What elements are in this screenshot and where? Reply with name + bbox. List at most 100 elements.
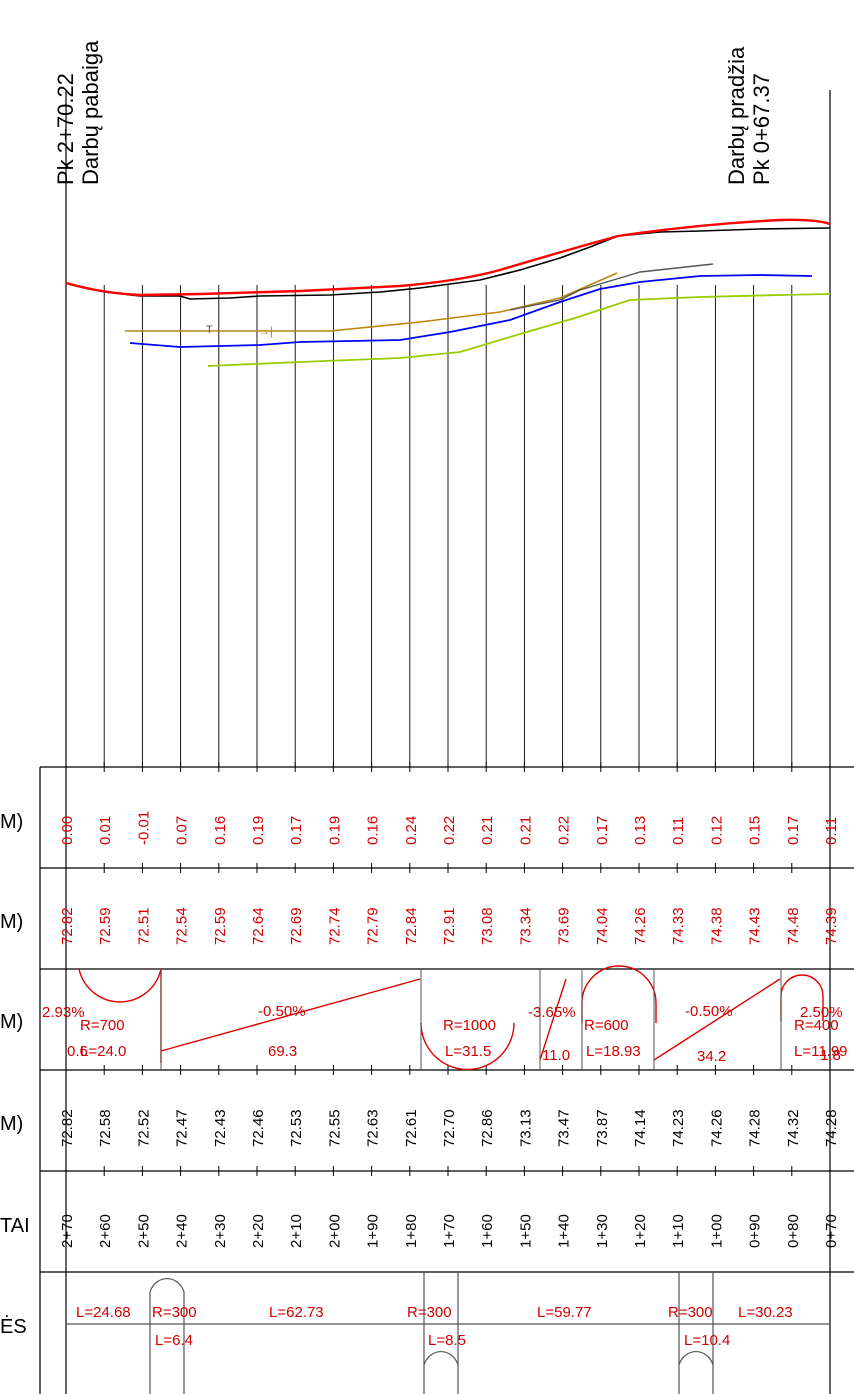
existing-elevation-value: 72.84 — [403, 907, 420, 945]
grade-line-1 — [160, 978, 421, 1052]
existing-ground-line — [65, 227, 831, 300]
existing-row-label: M) — [0, 911, 23, 933]
depth-value: 0.16 — [365, 816, 382, 845]
plan-label: L=62.73 — [269, 1304, 324, 1321]
design-elevation-value: 72.63 — [365, 1109, 382, 1147]
design-elevation-value: 73.13 — [517, 1109, 534, 1147]
depth-value: 0.17 — [594, 816, 611, 845]
table-frame — [39, 90, 854, 1394]
depth-value: 0.16 — [212, 816, 229, 845]
depth-value: 0.12 — [708, 816, 725, 845]
depth-value: 0.19 — [326, 816, 343, 845]
grade-row-separators — [160, 969, 782, 1070]
existing-elevation-value: 73.08 — [479, 907, 496, 945]
utility-marker-t: T — [206, 324, 213, 336]
design-elevation-value: 72.70 — [441, 1109, 458, 1147]
grade-label: 11.0 — [542, 1047, 570, 1064]
plan-label: L=10.4 — [684, 1332, 730, 1349]
station-grid — [65, 285, 831, 1176]
end-work-label: Darbų pabaiga — [78, 40, 103, 185]
vertical-curve-r400 — [780, 974, 824, 1021]
plan-label: L=30.23 — [738, 1304, 793, 1321]
design-elevation-value: 74.28 — [823, 1109, 840, 1147]
existing-elevation-value: 72.69 — [288, 907, 305, 945]
design-elevation-value: 74.14 — [632, 1109, 649, 1147]
grade-label: 69.3 — [268, 1043, 297, 1060]
design-elevation-value: 74.23 — [670, 1109, 687, 1147]
plan-label: R=300 — [152, 1304, 197, 1321]
grade-line-2 — [539, 978, 567, 1061]
plan-row-drawing — [66, 1272, 830, 1394]
green-utility-line — [207, 293, 831, 367]
design-elevation-value: 72.58 — [97, 1109, 114, 1147]
design-elevation-value: 72.86 — [479, 1109, 496, 1147]
grade-label: -0.50% — [258, 1003, 306, 1020]
depth-value: 0.19 — [250, 816, 267, 845]
existing-elevation-value: 72.64 — [250, 907, 267, 945]
depth-value: 0.22 — [441, 816, 458, 845]
station-value: 1+00 — [708, 1214, 725, 1248]
depth-value: 0.15 — [747, 816, 764, 845]
station-value: 1+80 — [403, 1214, 420, 1248]
plan-row-labels: L=24.68 R=300 L=6.4 L=62.73 R=300 L=8.5 … — [76, 1304, 793, 1349]
station-value: 1+90 — [365, 1214, 382, 1248]
existing-elevation-value: 74.26 — [632, 907, 649, 945]
grade-label: R=700 — [80, 1017, 125, 1034]
station-value: 1+50 — [517, 1214, 534, 1248]
utility-marker-arrow: →| — [258, 324, 273, 338]
existing-elevation-value: 73.34 — [517, 907, 534, 945]
depth-value: 0.21 — [479, 816, 496, 845]
design-row-label: M) — [0, 1113, 23, 1135]
vertical-curve-r1000 — [420, 1022, 515, 1071]
depth-value: 0.00 — [59, 816, 76, 845]
grade-label: L=18.93 — [586, 1043, 641, 1060]
station-value: 2+00 — [326, 1214, 343, 1248]
existing-elevation-value: 73.69 — [556, 907, 573, 945]
station-value: 2+10 — [288, 1214, 305, 1248]
depth-value: 0.17 — [785, 816, 802, 845]
grade-row-label: M) — [0, 1011, 23, 1033]
design-elevation-value: 74.26 — [708, 1109, 725, 1147]
existing-elevation-value: 74.48 — [785, 907, 802, 945]
station-value: 2+20 — [250, 1214, 267, 1248]
existing-elevation-value: 74.04 — [594, 907, 611, 945]
profile-header: Pk 2+70.22 Darbų pabaiga Darbų pradžia P… — [53, 40, 774, 185]
vertical-curve-r700 — [78, 968, 162, 1063]
stations-row-label: TAI — [0, 1215, 30, 1237]
start-station-label: Pk 0+67.37 — [749, 73, 774, 185]
station-value: 1+20 — [632, 1214, 649, 1248]
grade-label: L=31.5 — [445, 1043, 491, 1060]
design-elevation-value: 72.55 — [326, 1109, 343, 1147]
depth-value: 0.07 — [174, 816, 191, 845]
grade-label: 0.6 — [67, 1043, 88, 1060]
station-value: 1+60 — [479, 1214, 496, 1248]
column-values: 0.00 72.82 72.82 2+70 0.01 72.59 72.58 2+60 -0.0… — [59, 811, 840, 1248]
grade-row-labels: 2.93% R=700 L=24.0 0.6 -0.50% 69.3 R=100… — [42, 1003, 848, 1065]
station-value: 0+70 — [823, 1214, 840, 1248]
plan-row-label: ĖS — [0, 1315, 27, 1338]
depth-value: 0.11 — [823, 817, 840, 845]
existing-elevation-value: 72.59 — [97, 907, 114, 945]
blue-utility-line — [129, 274, 813, 348]
depth-value: 0.11 — [670, 817, 687, 845]
grade-label: 2.93% — [42, 1004, 85, 1021]
grade-label: 2.50% — [800, 1004, 843, 1021]
plan-label: L=59.77 — [537, 1304, 592, 1321]
depth-row-label: M) — [0, 811, 23, 833]
station-value: 2+70 — [59, 1214, 76, 1248]
existing-elevation-value: 74.39 — [823, 907, 840, 945]
design-elevation-value: 72.46 — [250, 1109, 267, 1147]
vertical-curve-r600 — [581, 965, 657, 1023]
existing-elevation-value: 72.59 — [212, 907, 229, 945]
design-elevation-value: 72.47 — [174, 1109, 191, 1147]
design-elevation-value: 73.87 — [594, 1109, 611, 1147]
plan-label: L=24.68 — [76, 1304, 131, 1321]
depth-value: 0.21 — [517, 816, 534, 845]
station-value: 2+40 — [174, 1214, 191, 1248]
station-value: 0+90 — [747, 1214, 764, 1248]
grade-label: 1.8 — [820, 1047, 841, 1064]
grade-row-drawing — [78, 965, 824, 1071]
grade-label: R=400 — [794, 1017, 839, 1034]
gray-utility-line — [509, 263, 714, 311]
